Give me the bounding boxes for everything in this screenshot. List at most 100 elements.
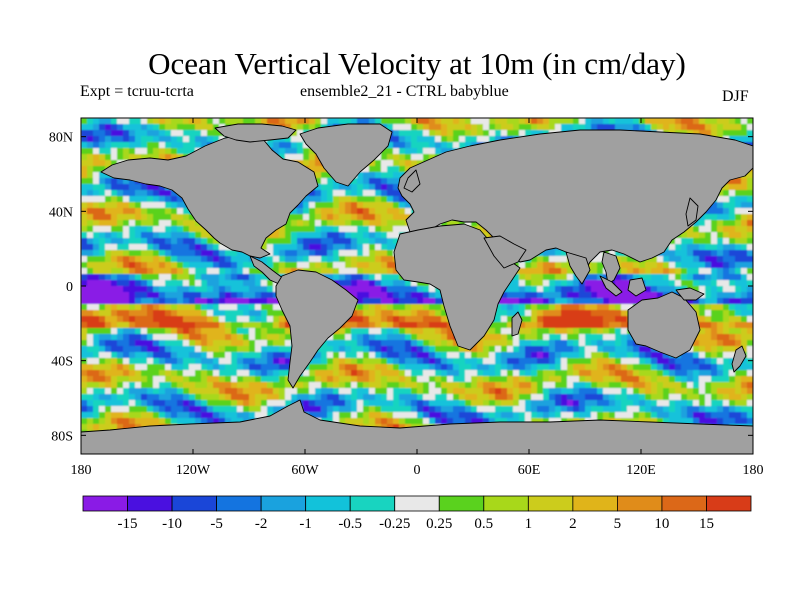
field-cell — [609, 364, 616, 371]
field-cell — [123, 382, 130, 389]
field-cell — [495, 316, 502, 323]
field-cell — [561, 346, 568, 353]
field-cell — [525, 130, 532, 137]
field-cell — [393, 196, 400, 203]
field-cell — [195, 346, 202, 353]
field-cell — [135, 262, 142, 269]
field-cell — [243, 322, 250, 329]
field-cell — [537, 322, 544, 329]
field-cell — [531, 352, 538, 359]
field-cell — [321, 244, 328, 251]
field-cell — [387, 364, 394, 371]
field-cell — [501, 298, 508, 305]
field-cell — [435, 346, 442, 353]
field-cell — [87, 178, 94, 185]
field-cell — [321, 178, 328, 185]
field-cell — [519, 280, 526, 287]
field-cell — [129, 364, 136, 371]
field-cell — [513, 286, 520, 293]
field-cell — [495, 376, 502, 383]
field-cell — [345, 196, 352, 203]
field-cell — [357, 346, 364, 353]
field-cell — [747, 250, 753, 257]
field-cell — [117, 346, 124, 353]
field-cell — [657, 352, 664, 359]
field-cell — [579, 364, 586, 371]
field-cell — [723, 220, 730, 227]
field-cell — [213, 382, 220, 389]
field-cell — [303, 154, 310, 161]
field-cell — [405, 352, 412, 359]
field-cell — [747, 172, 753, 179]
field-cell — [591, 304, 598, 311]
field-cell — [207, 328, 214, 335]
field-cell — [81, 322, 88, 329]
field-cell — [135, 208, 142, 215]
field-cell — [333, 262, 340, 269]
field-cell — [483, 346, 490, 353]
field-cell — [537, 256, 544, 263]
field-cell — [705, 286, 712, 293]
field-cell — [723, 358, 730, 365]
field-cell — [195, 304, 202, 311]
field-cell — [333, 352, 340, 359]
field-cell — [99, 328, 106, 335]
field-cell — [117, 250, 124, 257]
field-cell — [615, 274, 622, 281]
field-cell — [531, 364, 538, 371]
field-cell — [291, 232, 298, 239]
field-cell — [729, 280, 736, 287]
field-cell — [327, 274, 334, 281]
field-cell — [435, 118, 442, 125]
field-cell — [261, 364, 268, 371]
field-cell — [369, 298, 376, 305]
field-cell — [591, 256, 598, 263]
field-cell — [699, 214, 706, 221]
field-cell — [111, 130, 118, 137]
field-cell — [213, 298, 220, 305]
field-cell — [375, 118, 382, 125]
field-cell — [657, 358, 664, 365]
field-cell — [219, 274, 226, 281]
field-cell — [495, 322, 502, 329]
field-cell — [747, 310, 753, 317]
field-cell — [615, 298, 622, 305]
field-cell — [747, 220, 753, 227]
field-cell — [153, 226, 160, 233]
field-cell — [537, 358, 544, 365]
field-cell — [621, 376, 628, 383]
field-cell — [537, 352, 544, 359]
field-cell — [441, 364, 448, 371]
field-cell — [525, 124, 532, 131]
field-cell — [141, 358, 148, 365]
field-cell — [369, 172, 376, 179]
field-cell — [579, 376, 586, 383]
field-cell — [405, 292, 412, 299]
field-cell — [225, 292, 232, 299]
field-cell — [441, 142, 448, 149]
field-cell — [363, 214, 370, 221]
field-cell — [747, 262, 753, 269]
field-cell — [591, 328, 598, 335]
field-cell — [99, 178, 106, 185]
field-cell — [711, 118, 718, 125]
field-cell — [567, 280, 574, 287]
field-cell — [201, 250, 208, 257]
field-cell — [693, 232, 700, 239]
field-cell — [381, 280, 388, 287]
field-cell — [375, 196, 382, 203]
field-cell — [153, 274, 160, 281]
field-cell — [549, 310, 556, 317]
field-cell — [81, 232, 88, 239]
field-cell — [291, 250, 298, 257]
field-cell — [363, 196, 370, 203]
field-cell — [117, 208, 124, 215]
field-cell — [531, 118, 538, 125]
field-cell — [609, 304, 616, 311]
field-cell — [201, 286, 208, 293]
field-cell — [207, 286, 214, 293]
field-cell — [573, 304, 580, 311]
field-cell — [135, 292, 142, 299]
field-cell — [729, 196, 736, 203]
field-cell — [123, 148, 130, 155]
